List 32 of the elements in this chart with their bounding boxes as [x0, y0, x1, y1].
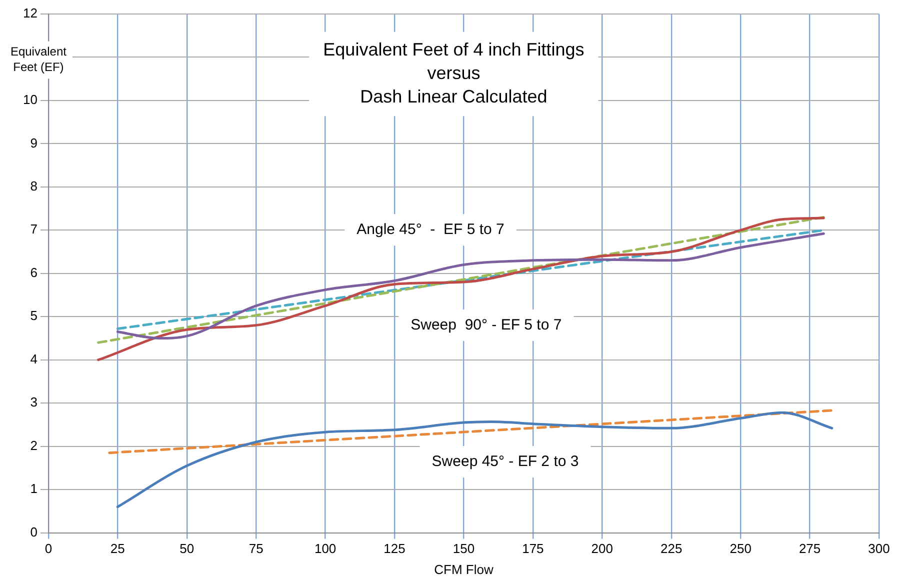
x-tick-label: 175: [522, 541, 544, 556]
y-tick-label: 1: [30, 481, 38, 496]
x-tick-label: 0: [44, 541, 52, 556]
text: Equivalent Feet of 4 inch Fittings versus Dash Linear Calculated: [323, 40, 584, 106]
x-tick-label: 200: [591, 541, 614, 556]
x-tick-label: 50: [180, 541, 194, 556]
y-tick-label: 6: [30, 264, 38, 280]
y-tick-label: 3: [30, 394, 38, 410]
y-axis-title: Equivalent Feet (EF): [10, 44, 68, 74]
x-tick-label: 150: [452, 541, 475, 556]
y-tick-label: 9: [30, 135, 38, 150]
line-series: [116, 411, 834, 508]
x-tick-label: 100: [314, 541, 336, 556]
y-tick-label: 5: [30, 308, 38, 324]
x-tick-label: 75: [248, 541, 264, 556]
annotation: Angle 45° - EF 5 to 7: [356, 220, 504, 238]
annotation: Sweep 90° - EF 5 to 7: [410, 316, 562, 334]
y-tick-label: 4: [30, 351, 38, 366]
y-tick-label: 10: [22, 92, 38, 108]
x-tick-label: 250: [730, 541, 752, 556]
y-tick-label: 7: [30, 222, 38, 237]
annotation: Sweep 45° - EF 2 to 3: [432, 452, 579, 470]
y-tick-label: 8: [30, 178, 38, 194]
x-tick-label: 25: [110, 541, 125, 556]
x-tick-label: 225: [660, 541, 682, 556]
x-tick-label: 275: [798, 541, 821, 556]
y-tick-label: 12: [22, 6, 38, 21]
y-tick-label: 2: [30, 438, 38, 453]
x-tick-label: 300: [868, 541, 890, 556]
x-tick-label: 125: [384, 541, 406, 556]
y-tick-label: 0: [30, 524, 38, 540]
x-axis-title: CFM Flow: [434, 562, 494, 577]
